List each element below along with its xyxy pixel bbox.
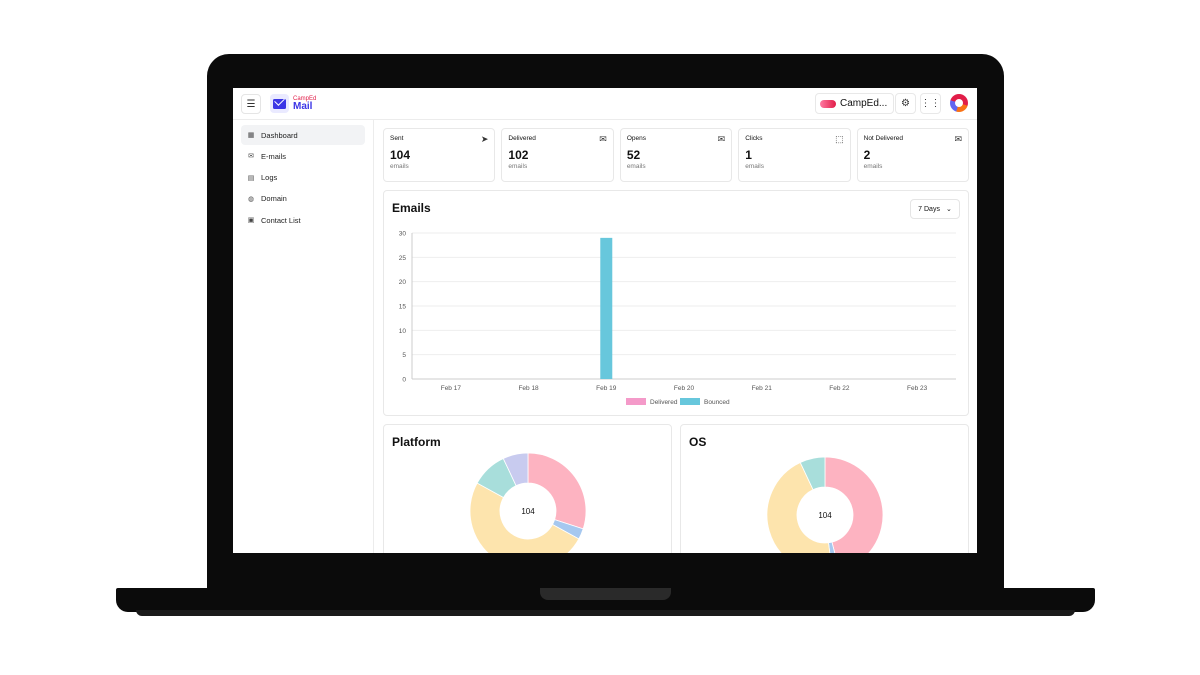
legend-label: Bounced (704, 399, 730, 406)
os-panel: OS 104 (680, 424, 969, 553)
send-icon: ➤ (480, 134, 489, 144)
org-name: CampEd... (840, 98, 888, 109)
range-select[interactable]: 7 Days ⌄ (910, 199, 960, 219)
donut-slice (527, 452, 587, 530)
stat-value: 102 (508, 148, 529, 162)
bar-bounced (600, 237, 613, 379)
y-tick-label: 20 (399, 279, 407, 286)
logo-icon (270, 94, 289, 113)
stat-value: 52 (626, 148, 641, 162)
emails-bar-chart: 0 5 10 15 20 25 30 Feb 17 Feb 18 Feb 19 Feb 20 Feb … (399, 231, 956, 406)
sidebar-item-logs[interactable]: ▤ Logs (241, 168, 365, 188)
chart-title: Emails (392, 201, 431, 215)
stat-card-delivered[interactable]: Delivered ✉ 102 emails (501, 128, 614, 182)
avatar[interactable] (950, 94, 968, 112)
stat-unit: emails (745, 163, 765, 170)
sidebar-item-label: Logs (261, 173, 278, 183)
y-tick-label: 30 (399, 231, 407, 238)
x-tick-label: Feb 23 (907, 385, 928, 392)
sidebar-item-label: Dashboard (261, 130, 298, 140)
donut-center-label: 104 (818, 511, 832, 520)
laptop-foot (136, 610, 1075, 616)
stat-card-sent[interactable]: Sent ➤ 104 emails (383, 128, 496, 182)
y-tick-label: 5 (402, 352, 406, 359)
emails-chart-panel: Emails 7 Days ⌄ 0 5 10 15 20 25 30 Feb 17 Feb 18… (383, 190, 969, 416)
org-logo (820, 99, 836, 108)
sidebar-item-contact-list[interactable]: ▣ Contact List (241, 210, 365, 230)
x-tick-label: Feb 19 (596, 385, 617, 392)
sidebar-item-emails[interactable]: ✉ E-mails (241, 146, 365, 166)
mail-icon: ✉ (248, 153, 254, 161)
platform-panel: Platform 104 (383, 424, 672, 553)
gear-icon[interactable]: ⚙ (895, 93, 916, 114)
sidebar-item-dashboard[interactable]: ▦ Dashboard (241, 125, 365, 145)
top-bar: ☰ CampEd Mail CampEd... ⚙ ⋮⋮ (233, 88, 977, 120)
laptop-notch (540, 588, 671, 600)
stat-unit: emails (863, 163, 883, 170)
chevron-down-icon: ⌄ (945, 206, 952, 213)
mail-x-icon: ✉ (954, 134, 963, 144)
legend-swatch (680, 398, 700, 405)
sidebar-item-label: Domain (261, 194, 287, 204)
stat-unit: emails (508, 163, 528, 170)
donut-slice (766, 461, 831, 553)
stat-card-clicks[interactable]: Clicks ⬚ 1 emails (738, 128, 851, 182)
stat-value: 2 (863, 148, 871, 162)
sidebar-item-domain[interactable]: ◍ Domain (241, 189, 365, 209)
file-icon: ▤ (247, 174, 255, 182)
x-tick-label: Feb 18 (518, 385, 539, 392)
stat-card-not-delivered[interactable]: Not Delivered ✉ 2 emails (856, 128, 970, 182)
y-tick-label: 0 (402, 377, 406, 384)
sidebar-item-label: E-mails (261, 151, 287, 161)
donut-slice (502, 452, 529, 487)
mail-open-icon: ✉ (717, 134, 726, 144)
stat-label: Clicks (745, 135, 763, 142)
donut-hole (501, 484, 555, 538)
x-tick-label: Feb 17 (441, 385, 462, 392)
y-tick-label: 10 (399, 328, 407, 335)
mail-icon: ✉ (599, 134, 607, 144)
contact-icon: ▣ (247, 217, 255, 225)
y-tick-label: 15 (399, 304, 407, 311)
donut-slice (824, 456, 884, 553)
range-select-value: 7 Days (918, 205, 940, 213)
stat-unit: emails (626, 163, 646, 170)
x-tick-label: Feb 20 (674, 385, 695, 392)
legend-label: Delivered (650, 399, 678, 406)
stat-label: Sent (390, 135, 404, 142)
globe-icon: ◍ (247, 195, 255, 203)
stat-label: Opens (626, 135, 646, 142)
sidebar-item-label: Contact List (261, 215, 301, 225)
stat-cards: Sent ➤ 104 emails Delivered ✉ 102 emails… (383, 128, 970, 182)
stat-label: Delivered (508, 135, 536, 142)
donut-slice (799, 456, 826, 491)
stat-value: 104 (390, 148, 411, 162)
platform-donut-chart: 104 (469, 452, 587, 553)
stat-value: 1 (745, 148, 752, 162)
x-tick-label: Feb 22 (829, 385, 850, 392)
screen: ☰ CampEd Mail CampEd... ⚙ ⋮⋮ ▦ Dashboard… (233, 88, 977, 553)
legend-swatch (626, 398, 646, 405)
y-tick-label: 25 (399, 255, 407, 262)
grid-icon[interactable]: ⋮⋮ (920, 93, 941, 114)
x-tick-label: Feb 21 (752, 385, 773, 392)
org-switcher[interactable]: CampEd... (815, 93, 894, 114)
donut-center-label: 104 (521, 507, 535, 516)
logo-main-text: Mail (293, 101, 313, 112)
donut-hole (798, 488, 852, 542)
cursor-click-icon: ⬚ (835, 134, 844, 144)
os-donut-chart: 104 (766, 456, 884, 553)
dashboard-icon: ▦ (247, 132, 255, 139)
stat-label: Not Delivered (863, 135, 904, 142)
menu-icon[interactable]: ☰ (241, 94, 261, 114)
donut-slice (469, 482, 580, 553)
logo-small-text: CampEd (293, 96, 317, 102)
stat-unit: emails (390, 163, 409, 170)
stat-card-opens[interactable]: Opens ✉ 52 emails (619, 128, 733, 182)
os-title: OS (689, 435, 707, 449)
sidebar: ▦ Dashboard ✉ E-mails ▤ Logs ◍ Domain ▣ … (233, 120, 374, 553)
platform-title: Platform (392, 435, 441, 449)
